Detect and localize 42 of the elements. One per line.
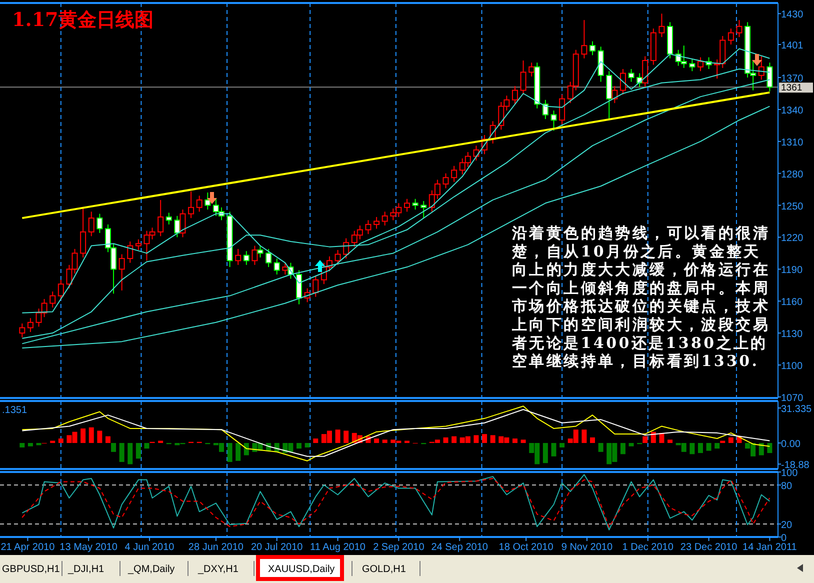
y-tick-label: 1250 xyxy=(781,201,804,212)
x-tick-label: 28 Jun 2010 xyxy=(188,542,244,553)
text: GBPUSD,H1 xyxy=(2,564,60,575)
x-tick-label: 24 Sep 2010 xyxy=(431,542,488,553)
annotation: 沿着黄色的趋势线，可以看的很清楚，自从10月份之后。黄金整天向上的力度大大减缓，价格运行在一个向上倾斜角度的盘局中。本周市场价格抵达破位的关键点，技术上向下的空间利润较大，波段交易者无论是1400还是1380之上的空单继续持单，目标看到1330. xyxy=(511,224,770,370)
y-tick-label: 1280 xyxy=(781,169,804,180)
x-tick-label: 1 Dec 2010 xyxy=(622,542,674,553)
text: _QM,Daily xyxy=(127,564,175,575)
x-tick-label: 20 Jul 2010 xyxy=(251,542,304,553)
y-tick-label: 100 xyxy=(781,468,798,479)
y-tick-label: 1401 xyxy=(781,40,804,52)
y-tick-label: 0 xyxy=(781,533,787,544)
text: XAUUSD,Daily xyxy=(268,564,335,575)
text: _DJI,H1 xyxy=(67,564,105,575)
y-tick-label: 1310 xyxy=(781,137,804,148)
annotation: .1351 xyxy=(2,405,28,416)
text: _DXY,H1 xyxy=(197,564,239,575)
x-tick-label: 2 Sep 2010 xyxy=(373,542,425,553)
y-tick-label: 0.00 xyxy=(781,438,801,450)
y-tick-label: 1100 xyxy=(781,360,803,372)
text: GOLD,H1 xyxy=(362,564,406,575)
x-tick-label: 4 Jun 2010 xyxy=(124,542,175,553)
y-tick-label: 1130 xyxy=(781,329,803,340)
ref-line-label: 1361 xyxy=(781,82,802,94)
x-tick-label: 9 Nov 2010 xyxy=(561,542,613,553)
x-tick-label: 23 Dec 2010 xyxy=(680,542,738,553)
y-tick-label: 31.335 xyxy=(781,404,812,415)
x-tick-label: 18 Oct 2010 xyxy=(498,542,554,553)
y-tick-label: 1220 xyxy=(781,233,804,244)
chart-title: 1.17黄金日线图 xyxy=(12,9,154,31)
y-tick-label: 1190 xyxy=(781,265,803,276)
y-tick-label: 1070 xyxy=(781,392,804,404)
y-tick-label: 1370 xyxy=(781,74,804,85)
y-tick-label: 80 xyxy=(781,481,793,492)
y-tick-label: 1340 xyxy=(781,105,804,116)
y-tick-label: 1430 xyxy=(781,10,804,21)
x-tick-label: 11 Aug 2010 xyxy=(310,542,366,553)
x-tick-label: 14 Jan 2011 xyxy=(742,542,798,553)
y-tick-label: 20 xyxy=(781,520,793,531)
y-tick-label: 1160 xyxy=(781,297,803,308)
x-tick-label: 21 Apr 2010 xyxy=(0,542,56,553)
x-tick-label: 13 May 2010 xyxy=(60,542,118,553)
